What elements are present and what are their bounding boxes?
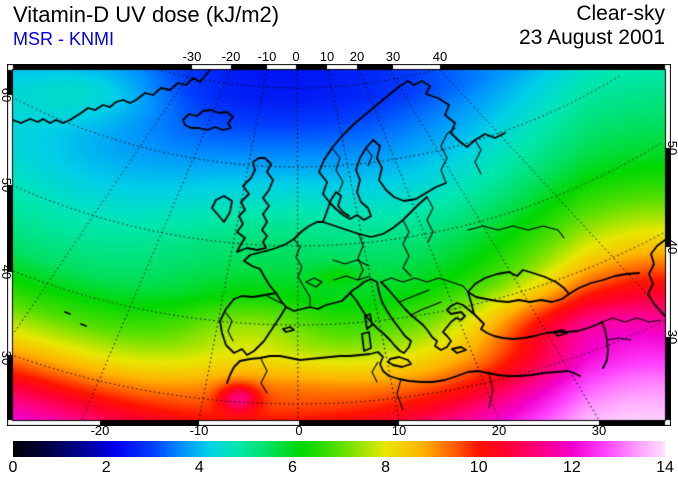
left-axis-tick-label: 60	[0, 87, 14, 103]
top-axis-tick-label: -10	[257, 49, 277, 64]
colorbar-tick-label: 12	[562, 459, 581, 476]
top-axis-tick-label: 0	[292, 49, 300, 64]
top-axis-tick-label: -20	[221, 49, 241, 64]
colorbar-tick-label: 2	[101, 459, 111, 476]
colorbar-tick-label: 0	[8, 459, 18, 476]
top-axis-tick-label: 20	[349, 49, 365, 64]
left-axis-tick-label: 30	[0, 350, 14, 366]
bottom-axis-tick-label: 20	[491, 423, 507, 438]
colorbar-tick-label: 6	[287, 459, 297, 476]
bottom-axis-tick-label: 30	[591, 423, 607, 438]
colorbar-canvas	[13, 441, 665, 457]
data-source-label: MSR - KNMI	[13, 29, 114, 49]
top-axis-tick-label: -30	[182, 49, 202, 64]
top-axis-tick-label: 30	[385, 49, 401, 64]
date-label: 23 August 2001	[519, 26, 665, 49]
colorbar-tick-label: 10	[469, 459, 488, 476]
left-axis-tick-label: 50	[0, 177, 14, 193]
colorbar-tick-label: 4	[194, 459, 204, 476]
right-axis-tick-label: 40	[665, 239, 678, 255]
bottom-axis-tick-label: 10	[391, 423, 407, 438]
sky-condition-label: Clear-sky	[576, 2, 665, 25]
europe-uv-dose-map-canvas	[7, 64, 671, 426]
bottom-axis-tick-label: -20	[90, 423, 110, 438]
right-axis-tick-label: 30	[665, 329, 678, 345]
colorbar-tick-label: 8	[381, 459, 391, 476]
left-axis-tick-label: 40	[0, 264, 14, 280]
right-axis-tick-label: 50	[665, 140, 678, 156]
page-title: Vitamin-D UV dose (kJ/m2)	[13, 2, 280, 27]
colorbar-tick-label: 14	[656, 459, 674, 476]
bottom-axis-tick-label: -10	[189, 423, 209, 438]
top-axis-tick-label: 10	[319, 49, 335, 64]
top-axis-tick-label: 40	[432, 49, 448, 64]
bottom-axis-tick-label: 0	[295, 423, 303, 438]
